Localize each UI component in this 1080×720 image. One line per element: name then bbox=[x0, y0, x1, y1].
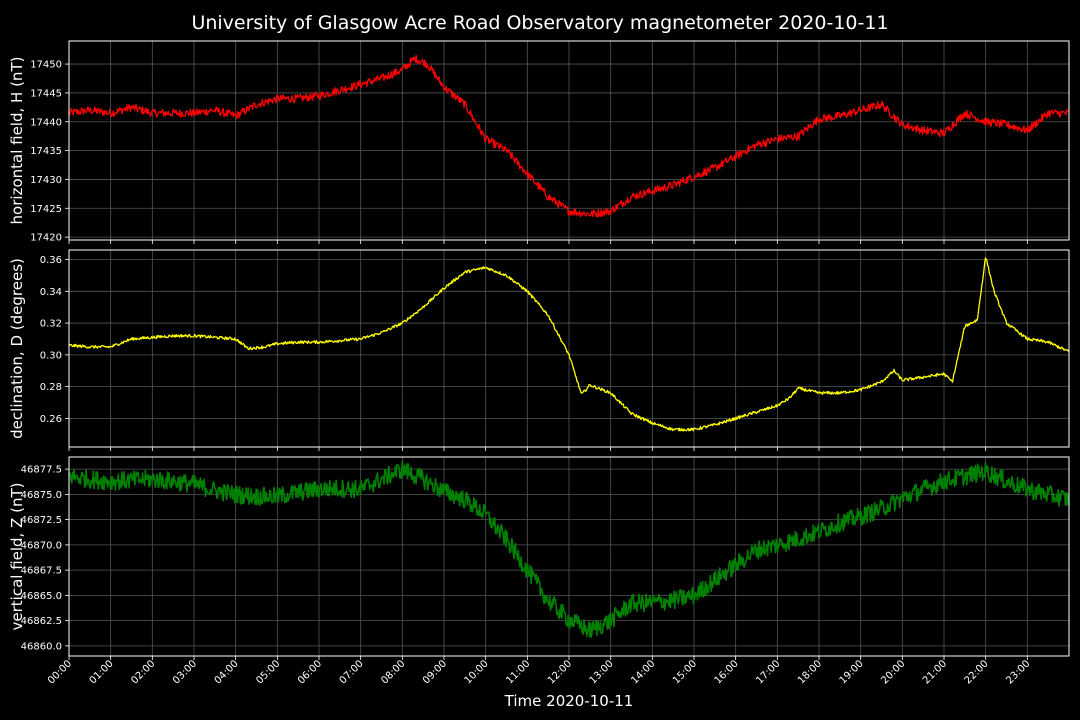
axes-frame bbox=[68, 249, 1070, 448]
y-tick-label: 17440 bbox=[30, 117, 62, 128]
y-tick-label: 46862.5 bbox=[21, 616, 62, 627]
panel-H: 17420 17425 17430 17435 17440 17445 17450 horiz… bbox=[8, 40, 1070, 244]
y-tick-label: 46865.0 bbox=[21, 591, 62, 602]
y-tick-label: 46870.0 bbox=[21, 540, 62, 551]
y-axis-label-Z: vertical field, Z (nT) bbox=[8, 482, 26, 630]
series-line-H bbox=[68, 54, 1070, 218]
panels-group: 17420 17425 17430 17435 17440 17445 17450 horiz… bbox=[8, 40, 1070, 660]
panel-Z: 46860.0 46862.5 46865.0 46867.5 46870.0 46872… bbox=[8, 456, 1070, 660]
y-axis-label-H: horizontal field, H (nT) bbox=[8, 57, 26, 225]
y-axis-label-D: declination, D (degrees) bbox=[8, 258, 26, 439]
y-tick-label: 17425 bbox=[30, 204, 62, 215]
series-line-Z bbox=[68, 460, 1070, 638]
y-tick-label: 17435 bbox=[30, 146, 62, 157]
x-axis-label: Time 2020-10-11 bbox=[504, 692, 634, 710]
y-tick-label: 46860.0 bbox=[21, 641, 62, 652]
y-tick-label: 0.28 bbox=[40, 382, 62, 393]
panel-D: 0.26 0.28 0.30 0.32 0.34 0.36 declination, D (… bbox=[8, 249, 1070, 451]
y-tick-label: 46867.5 bbox=[21, 566, 62, 577]
y-tick-label: 0.30 bbox=[40, 350, 62, 361]
y-tick-label: 46875.0 bbox=[21, 490, 62, 501]
y-tick-label: 17430 bbox=[30, 175, 62, 186]
axes-frame bbox=[68, 40, 1070, 241]
y-tick-label: 46877.5 bbox=[21, 465, 62, 476]
y-tick-label: 46872.5 bbox=[21, 515, 62, 526]
chart-title: University of Glasgow Acre Road Observat… bbox=[191, 12, 888, 34]
y-tick-label: 17445 bbox=[30, 88, 62, 99]
y-tick-label: 0.34 bbox=[40, 287, 62, 298]
y-tick-label: 17420 bbox=[30, 233, 62, 244]
series-line-D bbox=[68, 257, 1070, 432]
y-tick-label: 0.26 bbox=[40, 414, 62, 425]
y-tick-label: 17450 bbox=[30, 60, 62, 71]
y-tick-label: 0.36 bbox=[40, 255, 62, 266]
y-tick-label: 0.32 bbox=[40, 319, 62, 330]
axes-frame bbox=[68, 456, 1070, 657]
